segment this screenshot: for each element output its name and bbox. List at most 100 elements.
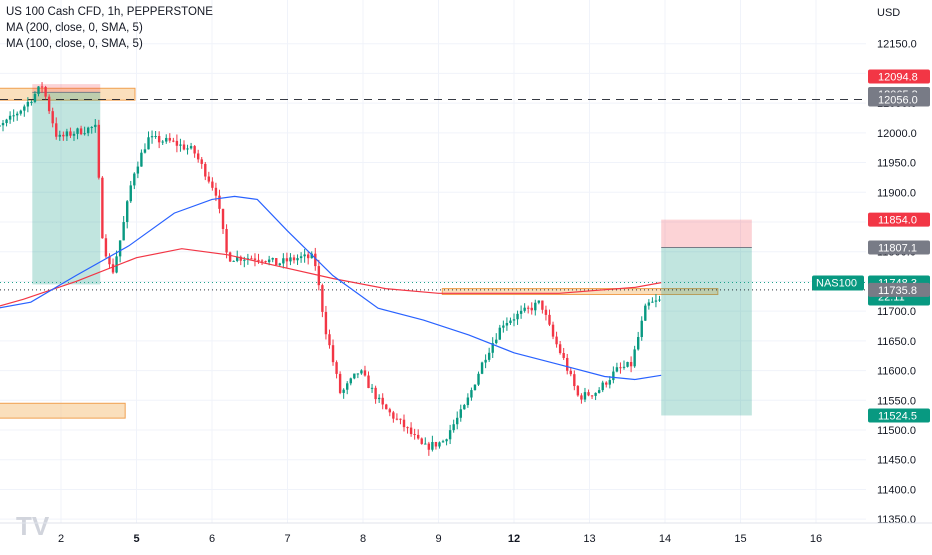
candle	[193, 144, 196, 158]
candle-body	[303, 254, 306, 257]
candle-body	[299, 256, 303, 259]
candle	[51, 107, 54, 128]
candle-body	[388, 409, 392, 413]
candle	[349, 377, 352, 386]
candle	[484, 354, 487, 369]
candle	[480, 361, 484, 375]
candle-body	[101, 177, 104, 239]
candle-body	[374, 387, 377, 400]
candle	[285, 252, 289, 268]
candle-body	[427, 443, 431, 450]
time-tick-label: 5	[133, 533, 139, 545]
candle	[651, 297, 654, 303]
candle	[409, 422, 413, 437]
candle-body	[363, 370, 367, 376]
candle-body	[271, 258, 274, 260]
candle-body	[69, 131, 72, 136]
candle-body	[33, 93, 37, 102]
candle-body	[30, 101, 33, 103]
candle	[519, 305, 523, 319]
candle-body	[243, 259, 246, 261]
price-tick-label: 11650.0	[877, 336, 916, 348]
candle	[456, 411, 459, 430]
candle-body	[555, 336, 558, 345]
candle	[115, 250, 118, 274]
candle-body	[321, 285, 324, 312]
candle-body	[445, 439, 448, 442]
candle	[331, 339, 335, 366]
candle-body	[605, 382, 608, 385]
ma-200-legend[interactable]: MA (200, close, 0, SMA, 5)	[6, 22, 143, 34]
price-label-4: 11807.1	[868, 240, 930, 255]
candle-body	[331, 345, 335, 363]
candle	[228, 251, 232, 263]
candle	[416, 429, 420, 440]
candle	[126, 200, 129, 229]
candle	[8, 111, 12, 124]
candle	[466, 393, 470, 408]
candle	[133, 172, 136, 190]
candle-body	[310, 253, 313, 259]
candle-body	[168, 137, 171, 141]
candle-body	[94, 124, 97, 128]
candle-body	[306, 254, 310, 259]
candle	[569, 367, 572, 377]
candle	[534, 299, 537, 316]
candle-body	[118, 240, 122, 257]
candle-body	[619, 367, 622, 369]
candle-body	[90, 127, 93, 129]
candle-body	[157, 135, 161, 143]
candle	[392, 410, 395, 423]
candle	[26, 97, 30, 113]
candle	[328, 329, 331, 349]
candle	[420, 437, 423, 445]
candle	[516, 310, 519, 325]
candle	[172, 137, 175, 143]
candle-body	[541, 300, 544, 310]
candle	[214, 182, 218, 202]
candle	[629, 356, 633, 373]
time-tick-label: 13	[583, 533, 595, 545]
candle-body	[636, 337, 640, 350]
candle-body	[459, 409, 462, 418]
price-label-box	[868, 408, 930, 423]
price-tick-label: 11900.0	[877, 187, 916, 199]
candle-body	[260, 260, 264, 262]
price-label-0: 12094.8	[868, 69, 930, 84]
candle-body	[207, 176, 211, 182]
candle	[147, 131, 150, 150]
candle-body	[434, 442, 438, 447]
candle	[580, 393, 583, 404]
candle	[324, 305, 328, 340]
candle	[165, 134, 168, 144]
candle-body	[566, 357, 569, 371]
price-label-6: 11735.8	[868, 282, 930, 297]
candle	[5, 118, 8, 127]
candle-body	[37, 86, 40, 94]
candle	[424, 437, 427, 445]
candle	[438, 441, 441, 449]
candle	[289, 253, 292, 266]
ma-100-legend[interactable]: MA (100, close, 0, SMA, 5)	[6, 38, 143, 50]
candle-body	[16, 113, 19, 116]
candle	[395, 413, 399, 421]
position-stop-zone-0	[32, 84, 101, 93]
candle	[470, 387, 473, 401]
candle	[427, 441, 431, 456]
candle	[108, 253, 111, 269]
candle	[587, 389, 590, 397]
candle-body	[278, 263, 281, 266]
candle	[338, 371, 342, 395]
candle	[1, 119, 5, 132]
candle	[154, 130, 157, 139]
candle-body	[172, 140, 175, 142]
candle-body	[622, 366, 626, 368]
candle-body	[562, 353, 565, 358]
candle-body	[44, 86, 47, 97]
candle-body	[111, 264, 115, 273]
candle	[62, 131, 65, 141]
candle-body	[377, 397, 381, 400]
candle	[175, 134, 179, 153]
